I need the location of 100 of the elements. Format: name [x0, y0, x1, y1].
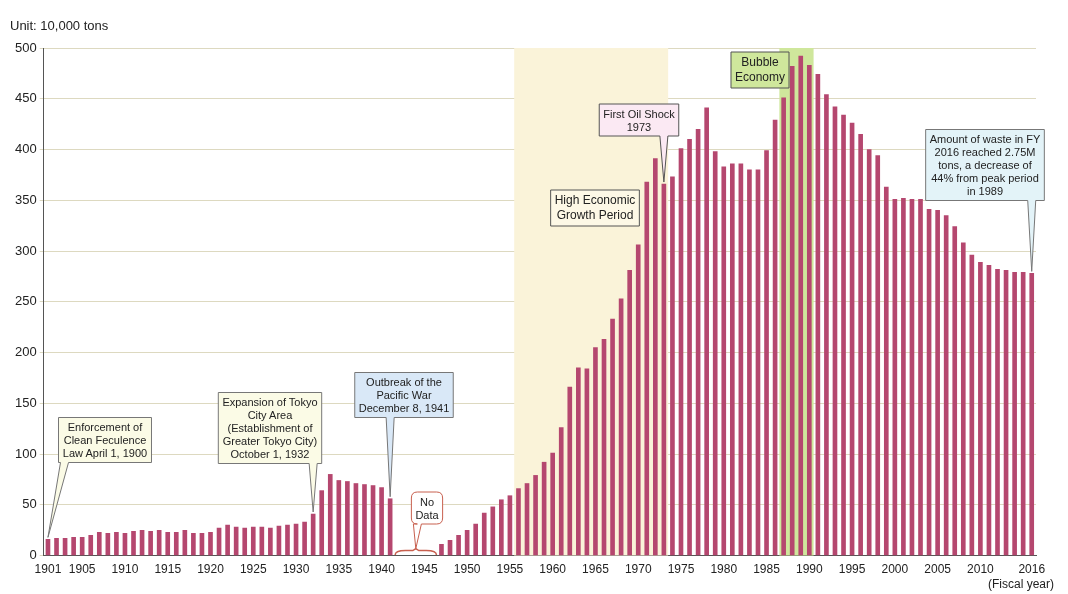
bar	[653, 158, 658, 556]
bar	[567, 386, 573, 556]
bar	[302, 521, 307, 556]
bar	[259, 526, 265, 556]
bar	[208, 531, 213, 556]
annotation: No Data	[415, 495, 440, 521]
x-tick-label: 1950	[453, 562, 481, 577]
bar	[1029, 273, 1035, 556]
bar	[1012, 272, 1017, 556]
bar	[670, 176, 675, 556]
y-tick-label: 150	[14, 394, 37, 410]
bar	[935, 210, 940, 556]
bar	[345, 481, 350, 556]
x-tick-label: 2000	[881, 562, 909, 577]
bar	[576, 367, 581, 556]
y-tick-label: 400	[14, 141, 37, 157]
bar	[173, 531, 179, 556]
y-tick-label: 350	[14, 191, 37, 207]
y-tick-label: 50	[22, 496, 37, 512]
x-tick-label: 1955	[496, 562, 524, 577]
bar	[319, 490, 325, 556]
annotation: First Oil Shock 1973	[603, 107, 676, 133]
bar	[918, 198, 923, 556]
x-tick-label: 1960	[539, 562, 567, 577]
bar	[901, 197, 906, 556]
x-tick-label: 1901	[34, 562, 62, 577]
x-tick-label: 1975	[667, 562, 695, 577]
bar	[114, 531, 119, 556]
bar	[499, 499, 504, 556]
bar	[729, 163, 735, 556]
bar	[481, 512, 487, 556]
bar	[558, 427, 564, 556]
x-tick-label: 1980	[710, 562, 738, 577]
bar	[824, 94, 829, 556]
bar	[781, 97, 786, 556]
band-label: Bubble Economy	[734, 54, 786, 84]
bar	[550, 452, 556, 556]
bar	[225, 524, 230, 556]
bar	[250, 526, 256, 556]
bar	[165, 531, 171, 556]
bar	[858, 133, 863, 556]
bar	[516, 488, 521, 556]
bar	[841, 114, 846, 556]
bar	[644, 181, 650, 556]
bar	[883, 186, 889, 556]
bar	[327, 474, 333, 556]
x-tick-label: 2016	[1018, 562, 1046, 577]
bar	[952, 226, 958, 556]
bar	[610, 318, 615, 556]
x-tick-label: 1930	[282, 562, 310, 577]
bar	[473, 523, 479, 556]
x-tick-label: 1920	[197, 562, 225, 577]
bar	[285, 524, 290, 556]
bar	[88, 534, 94, 556]
bar	[268, 527, 273, 556]
x-tick-label: 1915	[154, 562, 182, 577]
annotation: Enforcement of Clean Feculence Law April 1, 1900	[62, 421, 148, 459]
bar	[148, 530, 153, 556]
x-tick-label: 1945	[411, 562, 439, 577]
bar	[789, 65, 795, 556]
annotation: Amount of waste in FY 2016 reached 2.75M tons, a decrease of 44% from peak period in 1989	[929, 133, 1041, 197]
y-tick-label: 200	[14, 344, 37, 360]
x-tick-label: 2010	[967, 562, 995, 577]
y-tick-label: 300	[14, 242, 37, 258]
bar	[96, 531, 102, 556]
bar	[806, 64, 812, 556]
bar	[336, 480, 342, 556]
x-tick-label: 1925	[239, 562, 267, 577]
bar	[379, 487, 384, 556]
bar	[635, 244, 641, 556]
bar	[978, 261, 983, 556]
bar	[79, 537, 85, 556]
x-tick-label: 1985	[753, 562, 781, 577]
x-tick-label: 1910	[111, 562, 139, 577]
y-tick-label: 100	[14, 445, 37, 461]
x-tick-label: 1970	[624, 562, 652, 577]
x-tick-label: 2005	[924, 562, 952, 577]
x-tick-label: 1905	[68, 562, 96, 577]
x-tick-label: 1965	[582, 562, 610, 577]
bar	[439, 544, 444, 556]
band-label: High Economic Growth Period	[554, 192, 636, 222]
annotation: Expansion of Tokyo City Area (Establishment of Greater Tokyo City) October 1, 1932	[222, 396, 318, 460]
bar	[866, 149, 872, 556]
bar	[712, 151, 718, 556]
bar	[747, 169, 752, 556]
x-axis-title: (Fiscal year)	[987, 577, 1054, 592]
bar	[960, 242, 966, 556]
bar	[593, 347, 598, 556]
bar	[490, 506, 496, 556]
y-tick-label: 500	[14, 39, 37, 55]
y-tick-label: 250	[14, 293, 37, 309]
bar	[242, 527, 248, 556]
bar	[131, 530, 136, 556]
bar	[362, 484, 367, 556]
y-axis-title: Unit: 10,000 tons	[10, 18, 109, 33]
annotation: Outbreak of the Pacific War December 8, 1941	[358, 376, 450, 414]
bar	[798, 55, 804, 556]
bar	[533, 475, 538, 556]
bar	[71, 537, 76, 556]
bar	[943, 215, 949, 556]
